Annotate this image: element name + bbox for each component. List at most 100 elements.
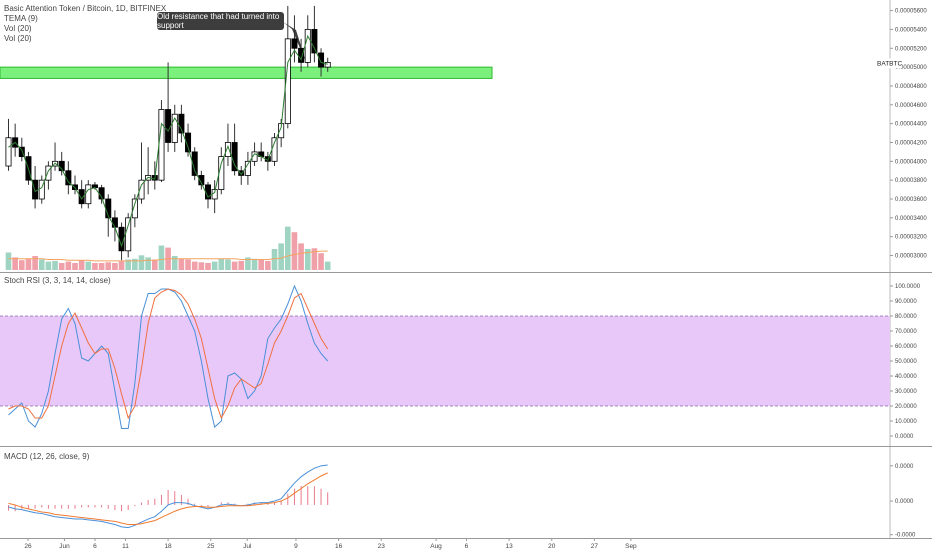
volume-bar: [152, 259, 158, 270]
volume-bar: [205, 263, 211, 270]
price-axis-label: 0.00004600: [895, 103, 927, 109]
stoch-axis-label: 70.0000: [895, 329, 917, 335]
volume-bar: [125, 259, 131, 270]
volume-bar: [185, 259, 191, 270]
volume-bar: [118, 260, 125, 270]
macd-axis-label: 0.0000: [895, 499, 914, 505]
volume-bar: [78, 260, 85, 270]
candle-body: [284, 38, 291, 125]
time-axis-label: 23: [378, 543, 386, 550]
stoch-axis-label: 80.0000: [895, 314, 917, 320]
annotation-callout: Old resistance that had turned into supp…: [157, 12, 284, 30]
time-axis-label: 16: [335, 543, 343, 550]
volume-bar: [45, 261, 52, 270]
candle-body: [131, 198, 138, 219]
price-axis-label: 0.00004000: [895, 159, 927, 165]
candle-body: [45, 165, 52, 181]
support-zone: [0, 66, 493, 79]
volume-bar: [98, 263, 105, 270]
time-axis-label: Aug: [430, 543, 442, 550]
macd-axis-label: -0.0000: [895, 533, 916, 539]
volume-bar: [19, 260, 25, 270]
price-axis-label: 0.00004200: [895, 140, 927, 146]
price-axis-label: 0.00003000: [895, 254, 927, 260]
volume-bar: [318, 253, 324, 270]
candle-body: [165, 109, 172, 143]
symbol-label-bg: [874, 58, 902, 69]
volume-bar: [58, 263, 65, 270]
volume-bar: [278, 243, 284, 270]
time-axis-label: 11: [122, 543, 129, 550]
price-axis-label: 0.00003800: [895, 178, 927, 184]
stoch-axis-label: 10.0000: [895, 419, 917, 425]
candle-body: [304, 29, 311, 63]
volume-bar: [311, 248, 318, 270]
macd-axis-label: 0.0000: [895, 464, 914, 470]
macd-line: [8, 464, 328, 529]
stoch-axis-label: 30.0000: [895, 389, 917, 395]
time-axis-label: 20: [548, 543, 556, 550]
stoch-axis-label: 20.0000: [895, 404, 917, 410]
volume-bar: [132, 258, 138, 270]
time-axis-label: 9: [294, 543, 298, 550]
price-axis-label: 0.00005400: [895, 27, 927, 33]
volume-bar: [211, 261, 218, 270]
candle-body: [171, 113, 178, 143]
chart-title: Basic Attention Token / Bitcoin, 1D, BIT…: [4, 4, 167, 13]
volume-bar: [258, 259, 264, 270]
candle-body: [138, 179, 145, 200]
volume-bar: [324, 261, 331, 270]
candle-body: [125, 217, 132, 252]
volume-bar: [38, 259, 45, 270]
time-axis-label: 13: [505, 543, 513, 550]
candle-body: [185, 132, 192, 153]
volume-bar: [145, 257, 151, 270]
volume-bar: [158, 245, 165, 270]
volume-bar: [298, 243, 304, 270]
stoch-rsi-title: Stoch RSI (3, 3, 14, 14, close): [4, 276, 111, 285]
price-axis-label: 0.00003600: [895, 197, 927, 203]
volume-bar: [92, 263, 98, 270]
stoch-axis-label: 40.0000: [895, 374, 917, 380]
symbol-label: BATBTC: [877, 60, 902, 67]
time-axis-label: Jun: [59, 543, 70, 550]
time-axis-label: 18: [164, 543, 172, 550]
candle-body: [5, 137, 12, 167]
volume-bar: [5, 252, 12, 270]
price-axis-label: 0.00005200: [895, 46, 927, 52]
candle-body: [224, 142, 231, 158]
candle-body: [158, 109, 165, 181]
stoch-d-line: [8, 288, 329, 420]
stoch-axis-label: 0.0000: [895, 434, 914, 440]
candle-body: [318, 52, 325, 68]
volume-bar: [32, 256, 38, 270]
volume-bar: [72, 263, 78, 270]
candle-body: [85, 184, 92, 205]
volume-bar: [171, 256, 178, 270]
candle-body: [238, 170, 245, 176]
volume-bar: [291, 232, 298, 270]
candle-body: [251, 151, 258, 162]
candle-body: [291, 38, 298, 49]
candle-body: [18, 146, 25, 158]
candle-body: [231, 142, 238, 172]
volume-bar: [105, 262, 112, 270]
volume-bar: [265, 260, 271, 270]
candle-body: [32, 179, 39, 200]
volume-bar: [112, 263, 118, 270]
candle-body: [324, 62, 331, 68]
price-axis-label: 0.00005600: [895, 9, 927, 15]
volume-bar: [65, 261, 72, 270]
candle-body: [78, 189, 85, 205]
stoch-band: [0, 316, 890, 406]
macd-title: MACD (12, 26, close, 9): [4, 452, 90, 461]
candle-body: [178, 113, 185, 134]
candle-body: [191, 151, 198, 176]
price-axis-label: 0.00003400: [895, 216, 927, 222]
volume-ma-line: [8, 250, 328, 262]
volume-bar: [85, 261, 92, 270]
time-axis-label: 25: [207, 543, 215, 550]
macd-signal-line: [8, 472, 328, 526]
time-axis-label: 6: [93, 543, 97, 550]
